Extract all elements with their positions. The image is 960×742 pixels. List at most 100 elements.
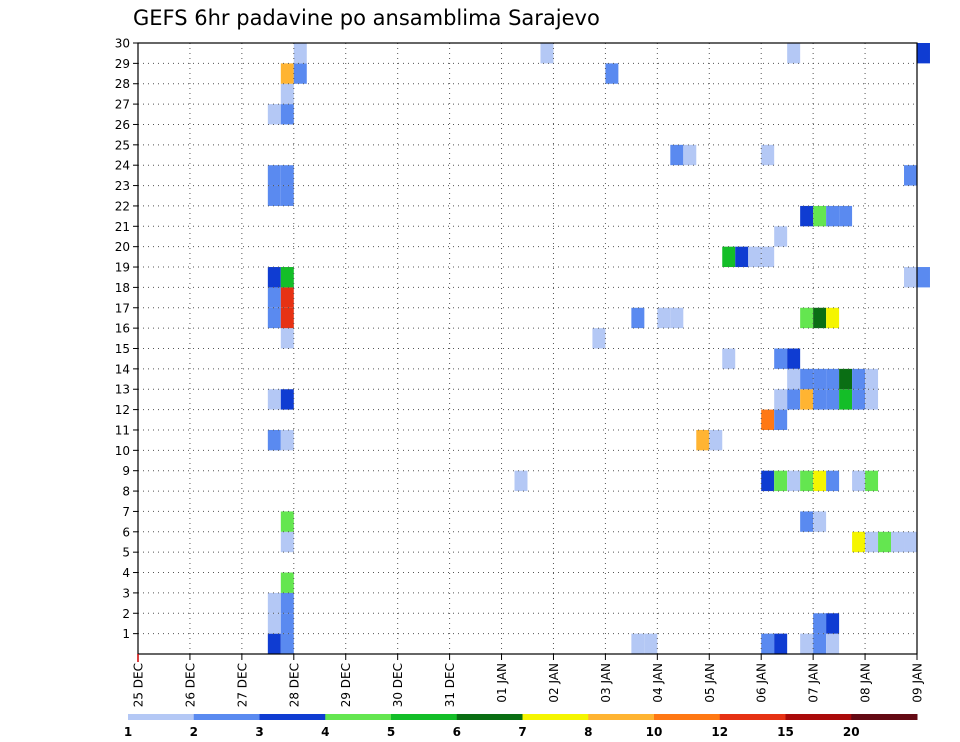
heatmap-cell: [865, 389, 879, 410]
colorbar-swatch: [588, 714, 655, 720]
y-tick-label: 24: [115, 159, 130, 173]
heatmap-cell: [267, 104, 281, 125]
colorbar-swatch: [325, 714, 392, 720]
x-tick-label: 08 JAN: [859, 663, 873, 703]
heatmap-cell: [813, 389, 827, 410]
heatmap-cell: [826, 205, 840, 227]
heatmap-cell: [787, 43, 801, 64]
colorbar-label: 1: [124, 725, 132, 739]
y-tick-label: 23: [115, 179, 130, 193]
y-tick-label: 27: [115, 98, 130, 112]
y-tick-label: 11: [115, 423, 130, 437]
x-tick-label: 05 JAN: [703, 663, 717, 703]
heatmap-cell: [670, 307, 684, 329]
heatmap-cell: [280, 267, 294, 288]
heatmap-cell: [280, 572, 294, 593]
colorbar-swatch: [128, 714, 195, 720]
heatmap-cell: [722, 246, 736, 268]
heatmap-cell: [774, 633, 788, 654]
heatmap-cell: [800, 511, 814, 532]
heatmap-cell: [280, 185, 294, 206]
x-tick-label: 26 DEC: [183, 663, 197, 707]
y-tick-label: 20: [115, 240, 130, 254]
heatmap-cell: [280, 165, 294, 186]
y-tick-label: 12: [115, 403, 130, 417]
colorbar-swatch: [522, 714, 589, 720]
y-tick-label: 30: [115, 37, 130, 51]
heatmap-cell: [657, 307, 671, 329]
x-tick-label: 31 DEC: [443, 663, 457, 707]
heatmap-cell: [826, 368, 840, 390]
heatmap-cell: [826, 307, 840, 329]
x-tick-label: 03 JAN: [599, 663, 613, 703]
heatmap-cell: [605, 63, 619, 84]
heatmap-cell: [267, 287, 281, 308]
colorbar-swatch: [259, 714, 326, 720]
x-tick-label: 25 DEC: [132, 663, 146, 707]
heatmap-cell: [917, 267, 930, 288]
heatmap-cell: [852, 470, 866, 492]
heatmap-cell: [800, 307, 814, 329]
colorbar: 1 2 3 4 5 6 7 8 10 12 15 20: [124, 714, 918, 739]
heatmap-cell: [267, 429, 281, 451]
heatmap-cell: [852, 531, 866, 553]
y-tick-label: 2: [122, 607, 130, 621]
heatmap-cell: [280, 531, 294, 553]
colorbar-label: 3: [255, 725, 263, 739]
x-tick-label: 28 DEC: [287, 663, 301, 707]
heatmap-cell: [852, 389, 866, 410]
heatmap-cell: [540, 43, 554, 64]
colorbar-swatch: [456, 714, 523, 720]
y-tick-label: 17: [115, 301, 130, 315]
y-tick-label: 22: [115, 199, 130, 213]
heatmap-cell: [813, 368, 827, 390]
heatmap-cell: [761, 246, 775, 268]
heatmap-cell: [839, 368, 853, 390]
heatmap-cell: [644, 633, 658, 654]
x-tick-label: 30 DEC: [391, 663, 405, 707]
colorbar-label: 12: [711, 725, 728, 739]
heatmap-cell: [670, 144, 684, 166]
heatmap-cell: [839, 389, 853, 410]
heatmap-cell: [800, 633, 814, 654]
heatmap-cell: [280, 633, 294, 654]
heatmap-cell: [826, 633, 840, 654]
heatmap-cell: [787, 368, 801, 390]
y-tick-label: 16: [115, 322, 130, 336]
heatmap-cell: [280, 592, 294, 614]
heatmap-cell: [709, 429, 723, 451]
heatmap-cell: [917, 43, 930, 64]
heatmap-cell: [891, 531, 905, 553]
heatmap-cell: [280, 389, 294, 410]
heatmap-cell: [696, 429, 710, 451]
y-axis: 1234567891011121314151617181920212223242…: [115, 37, 138, 641]
colorbar-label: 20: [843, 725, 860, 739]
colorbar-label: 2: [190, 725, 198, 739]
heatmap-cell: [904, 165, 917, 186]
y-tick-label: 18: [115, 281, 130, 295]
colorbar-label: 15: [777, 725, 794, 739]
y-tick-label: 5: [122, 546, 130, 560]
y-tick-label: 9: [122, 464, 130, 478]
heatmap-cell: [839, 205, 853, 227]
colorbar-label: 8: [584, 725, 592, 739]
colorbar-label: 7: [518, 725, 526, 739]
colorbar-swatch: [391, 714, 458, 720]
heatmap-cell: [280, 83, 294, 105]
heatmap-cell: [774, 389, 788, 410]
heatmap-cell: [683, 144, 697, 166]
y-tick-label: 25: [115, 138, 130, 152]
heatmap-cell: [761, 144, 775, 166]
heatmap-cell: [280, 328, 294, 349]
y-tick-label: 7: [122, 505, 130, 519]
y-tick-label: 8: [122, 485, 130, 499]
heatmap-cell: [774, 409, 788, 430]
heatmap-cell: [813, 633, 827, 654]
heatmap-cell: [592, 328, 606, 349]
y-tick-label: 4: [122, 566, 130, 580]
heatmap-cell: [761, 633, 775, 654]
heatmap-cell: [813, 205, 827, 227]
colorbar-label: 5: [387, 725, 395, 739]
chart-title: GEFS 6hr padavine po ansamblima Sarajevo: [133, 6, 600, 30]
